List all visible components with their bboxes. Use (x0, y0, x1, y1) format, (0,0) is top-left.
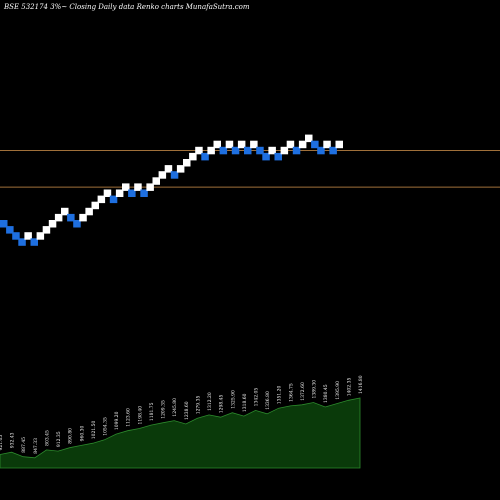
chart-header: BSE 532174 3%~ Closing Daily data Renko … (3, 3, 250, 11)
volume-label: 1372.60 (300, 382, 306, 401)
up-brick (250, 140, 258, 149)
down-brick (73, 220, 81, 228)
volume-label: 921.05 (0, 435, 4, 451)
volume-area (0, 397, 361, 469)
up-brick (237, 140, 246, 149)
down-brick (30, 238, 38, 246)
renko-bricks (0, 134, 343, 246)
volume-label: 1312.20 (207, 392, 213, 411)
volume-label: 803.45 (45, 430, 51, 446)
up-brick (298, 140, 307, 149)
down-brick (231, 146, 240, 155)
volume-label: 1279.35 (195, 396, 201, 415)
down-brick (67, 213, 75, 222)
up-brick (176, 165, 185, 173)
volume-label: 1123.60 (126, 408, 132, 427)
up-brick (48, 220, 57, 228)
down-brick (128, 189, 136, 197)
volume-label: 1416.80 (358, 375, 364, 394)
up-brick (54, 213, 63, 222)
down-brick (0, 220, 8, 228)
volume-label: 932.43 (10, 432, 16, 448)
volume-panel: 921.05 932.43 887.45 847.33 803.45 912.35 890.… (0, 375, 364, 469)
volume-label: 887.45 (21, 437, 27, 453)
down-brick (6, 226, 14, 234)
up-brick (280, 146, 289, 155)
volume-label: 1054.35 (103, 417, 109, 436)
up-brick (305, 134, 313, 143)
down-brick (18, 238, 26, 246)
down-brick (219, 146, 228, 155)
volume-label: 1099.20 (114, 411, 120, 430)
up-brick (115, 189, 124, 197)
volume-label: 847.33 (33, 438, 39, 454)
volume-label: 1395.90 (335, 381, 341, 400)
up-brick (195, 146, 203, 155)
down-brick (12, 232, 20, 240)
up-brick (103, 189, 112, 197)
up-brick (79, 213, 87, 222)
down-brick (140, 189, 148, 197)
up-brick (61, 207, 69, 216)
down-brick (311, 140, 319, 149)
down-brick (170, 171, 179, 179)
down-brick (262, 152, 270, 161)
up-brick (225, 140, 234, 149)
up-brick (97, 195, 106, 204)
volume-label: 1198.40 (137, 406, 143, 425)
up-brick (323, 140, 331, 149)
up-brick (335, 140, 343, 149)
up-brick (268, 146, 276, 155)
down-brick (329, 146, 337, 155)
up-brick (42, 226, 51, 234)
up-brick (164, 165, 173, 173)
volume-label: 1336.80 (265, 391, 271, 410)
volume-label: 1245.80 (172, 398, 178, 417)
down-brick (109, 195, 118, 204)
up-brick (24, 232, 32, 240)
volume-label: 1342.05 (254, 388, 260, 407)
up-brick (207, 146, 215, 155)
volume-label: 1351.20 (277, 385, 283, 404)
volume-label: 1238.60 (184, 401, 190, 420)
up-brick (158, 171, 167, 179)
down-brick (317, 146, 325, 155)
volume-label: 1325.90 (230, 390, 236, 409)
up-brick (91, 201, 99, 210)
down-brick (201, 152, 209, 161)
volume-label: 1389.30 (312, 380, 318, 399)
down-brick (274, 152, 282, 161)
up-brick (146, 183, 154, 191)
up-brick (152, 177, 160, 185)
volume-label: 1318.60 (242, 393, 248, 412)
down-brick (292, 146, 301, 155)
volume-label: 1021.50 (91, 420, 97, 439)
volume-label: 960.30 (79, 426, 85, 442)
up-brick (36, 232, 45, 240)
up-brick (213, 140, 221, 149)
volume-label: 1209.35 (161, 400, 167, 419)
down-brick (256, 146, 264, 155)
up-brick (286, 140, 295, 149)
volume-label: 1298.45 (219, 394, 225, 413)
volume-label: 1380.45 (323, 384, 329, 403)
up-brick (189, 152, 197, 161)
volume-label: 1181.75 (149, 402, 155, 421)
up-brick (122, 183, 130, 191)
up-brick (85, 207, 93, 216)
volume-label: 912.35 (56, 431, 62, 447)
volume-label: 1402.35 (346, 378, 352, 397)
up-brick (134, 183, 142, 191)
down-brick (244, 146, 252, 155)
volume-label: 890.80 (68, 428, 74, 444)
up-brick (183, 159, 191, 167)
volume-label: 1364.75 (288, 383, 294, 402)
